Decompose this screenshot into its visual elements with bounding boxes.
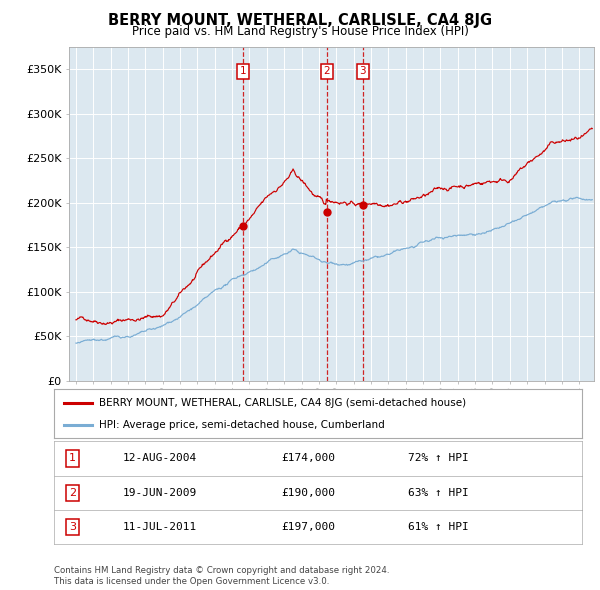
Text: 1: 1: [69, 454, 76, 463]
Text: 3: 3: [359, 66, 366, 76]
Text: £197,000: £197,000: [281, 522, 335, 532]
Text: 12-AUG-2004: 12-AUG-2004: [122, 454, 197, 463]
Text: Price paid vs. HM Land Registry's House Price Index (HPI): Price paid vs. HM Land Registry's House …: [131, 25, 469, 38]
Text: 2: 2: [69, 488, 76, 497]
Text: 3: 3: [69, 522, 76, 532]
Text: 61% ↑ HPI: 61% ↑ HPI: [408, 522, 469, 532]
Text: 11-JUL-2011: 11-JUL-2011: [122, 522, 197, 532]
Text: BERRY MOUNT, WETHERAL, CARLISLE, CA4 8JG: BERRY MOUNT, WETHERAL, CARLISLE, CA4 8JG: [108, 13, 492, 28]
Text: 1: 1: [239, 66, 246, 76]
Text: BERRY MOUNT, WETHERAL, CARLISLE, CA4 8JG (semi-detached house): BERRY MOUNT, WETHERAL, CARLISLE, CA4 8JG…: [99, 398, 466, 408]
Text: £190,000: £190,000: [281, 488, 335, 497]
Text: £174,000: £174,000: [281, 454, 335, 463]
Text: HPI: Average price, semi-detached house, Cumberland: HPI: Average price, semi-detached house,…: [99, 420, 385, 430]
Text: Contains HM Land Registry data © Crown copyright and database right 2024.
This d: Contains HM Land Registry data © Crown c…: [54, 566, 389, 586]
Text: 2: 2: [324, 66, 331, 76]
Text: 63% ↑ HPI: 63% ↑ HPI: [408, 488, 469, 497]
Text: 19-JUN-2009: 19-JUN-2009: [122, 488, 197, 497]
Text: 72% ↑ HPI: 72% ↑ HPI: [408, 454, 469, 463]
